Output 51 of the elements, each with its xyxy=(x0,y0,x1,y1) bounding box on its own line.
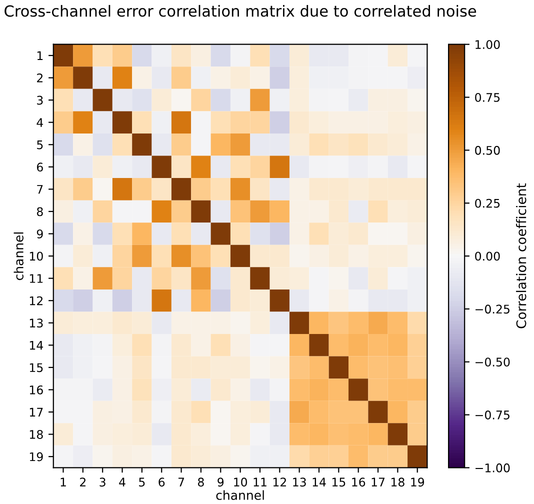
color-bar-label: 0.50 xyxy=(475,146,500,155)
chart-title: Cross-channel error correlation matrix due to correlated noise xyxy=(4,4,476,17)
x-tick-label: 5 xyxy=(139,478,145,487)
y-tick-label: 11 xyxy=(30,274,43,283)
x-tick-label: 9 xyxy=(218,478,224,487)
x-tick-label: 1 xyxy=(60,478,66,486)
color-bar-label: 1.00 xyxy=(476,40,500,50)
y-tick-label: 16 xyxy=(30,385,43,394)
y-tick-label: 12 xyxy=(30,296,42,306)
y-tick-label: 5 xyxy=(37,140,43,150)
y-tick-label: 15 xyxy=(30,363,43,372)
x-tick-label: 10 xyxy=(234,478,248,487)
x-tick-label: 3 xyxy=(100,478,106,487)
y-tick-label: 8 xyxy=(36,207,43,216)
x-tick-label: 7 xyxy=(178,478,184,486)
y-tick-label: 3 xyxy=(37,96,43,105)
y-tick-label: 1 xyxy=(37,51,43,60)
color-bar-label: −0.25 xyxy=(476,304,510,314)
y-tick-label: 10 xyxy=(30,252,43,261)
color-bar-title: Correlation coefficient xyxy=(516,183,526,328)
color-bar-label: −1.00 xyxy=(476,463,510,472)
x-tick-label: 17 xyxy=(372,478,385,486)
y-tick-label: 2 xyxy=(37,74,42,82)
y-tick-label: 17 xyxy=(30,408,43,416)
y-axis-title: channel xyxy=(14,232,24,280)
x-tick-label: 15 xyxy=(332,478,346,487)
x-tick-label: 2 xyxy=(80,478,86,486)
x-tick-label: 12 xyxy=(273,478,286,486)
x-tick-label: 13 xyxy=(293,478,306,487)
y-tick-label: 7 xyxy=(37,185,43,194)
x-tick-label: 4 xyxy=(119,478,126,486)
x-tick-label: 19 xyxy=(411,478,424,487)
x-tick-label: 8 xyxy=(198,478,204,487)
x-tick-label: 18 xyxy=(391,478,404,487)
x-tick-label: 16 xyxy=(352,478,366,487)
color-bar-label: −0.50 xyxy=(476,358,510,367)
x-tick-label: 6 xyxy=(158,478,165,487)
y-tick-label: 14 xyxy=(30,341,44,350)
x-tick-label: 14 xyxy=(312,478,326,486)
x-axis-title: channel xyxy=(216,490,264,500)
color-bar-label: −0.75 xyxy=(476,410,510,420)
y-tick-label: 6 xyxy=(36,162,43,172)
y-tick-label: 18 xyxy=(30,430,43,439)
color-bar-label: 0.25 xyxy=(475,198,500,208)
color-bar-label: 0.75 xyxy=(475,92,500,102)
y-tick-label: 13 xyxy=(30,318,43,328)
y-tick-label: 9 xyxy=(36,229,43,238)
y-tick-label: 19 xyxy=(30,452,43,462)
y-tick-label: 4 xyxy=(36,118,44,127)
color-bar-label: 0.00 xyxy=(475,252,500,261)
x-tick-label: 11 xyxy=(254,478,266,486)
